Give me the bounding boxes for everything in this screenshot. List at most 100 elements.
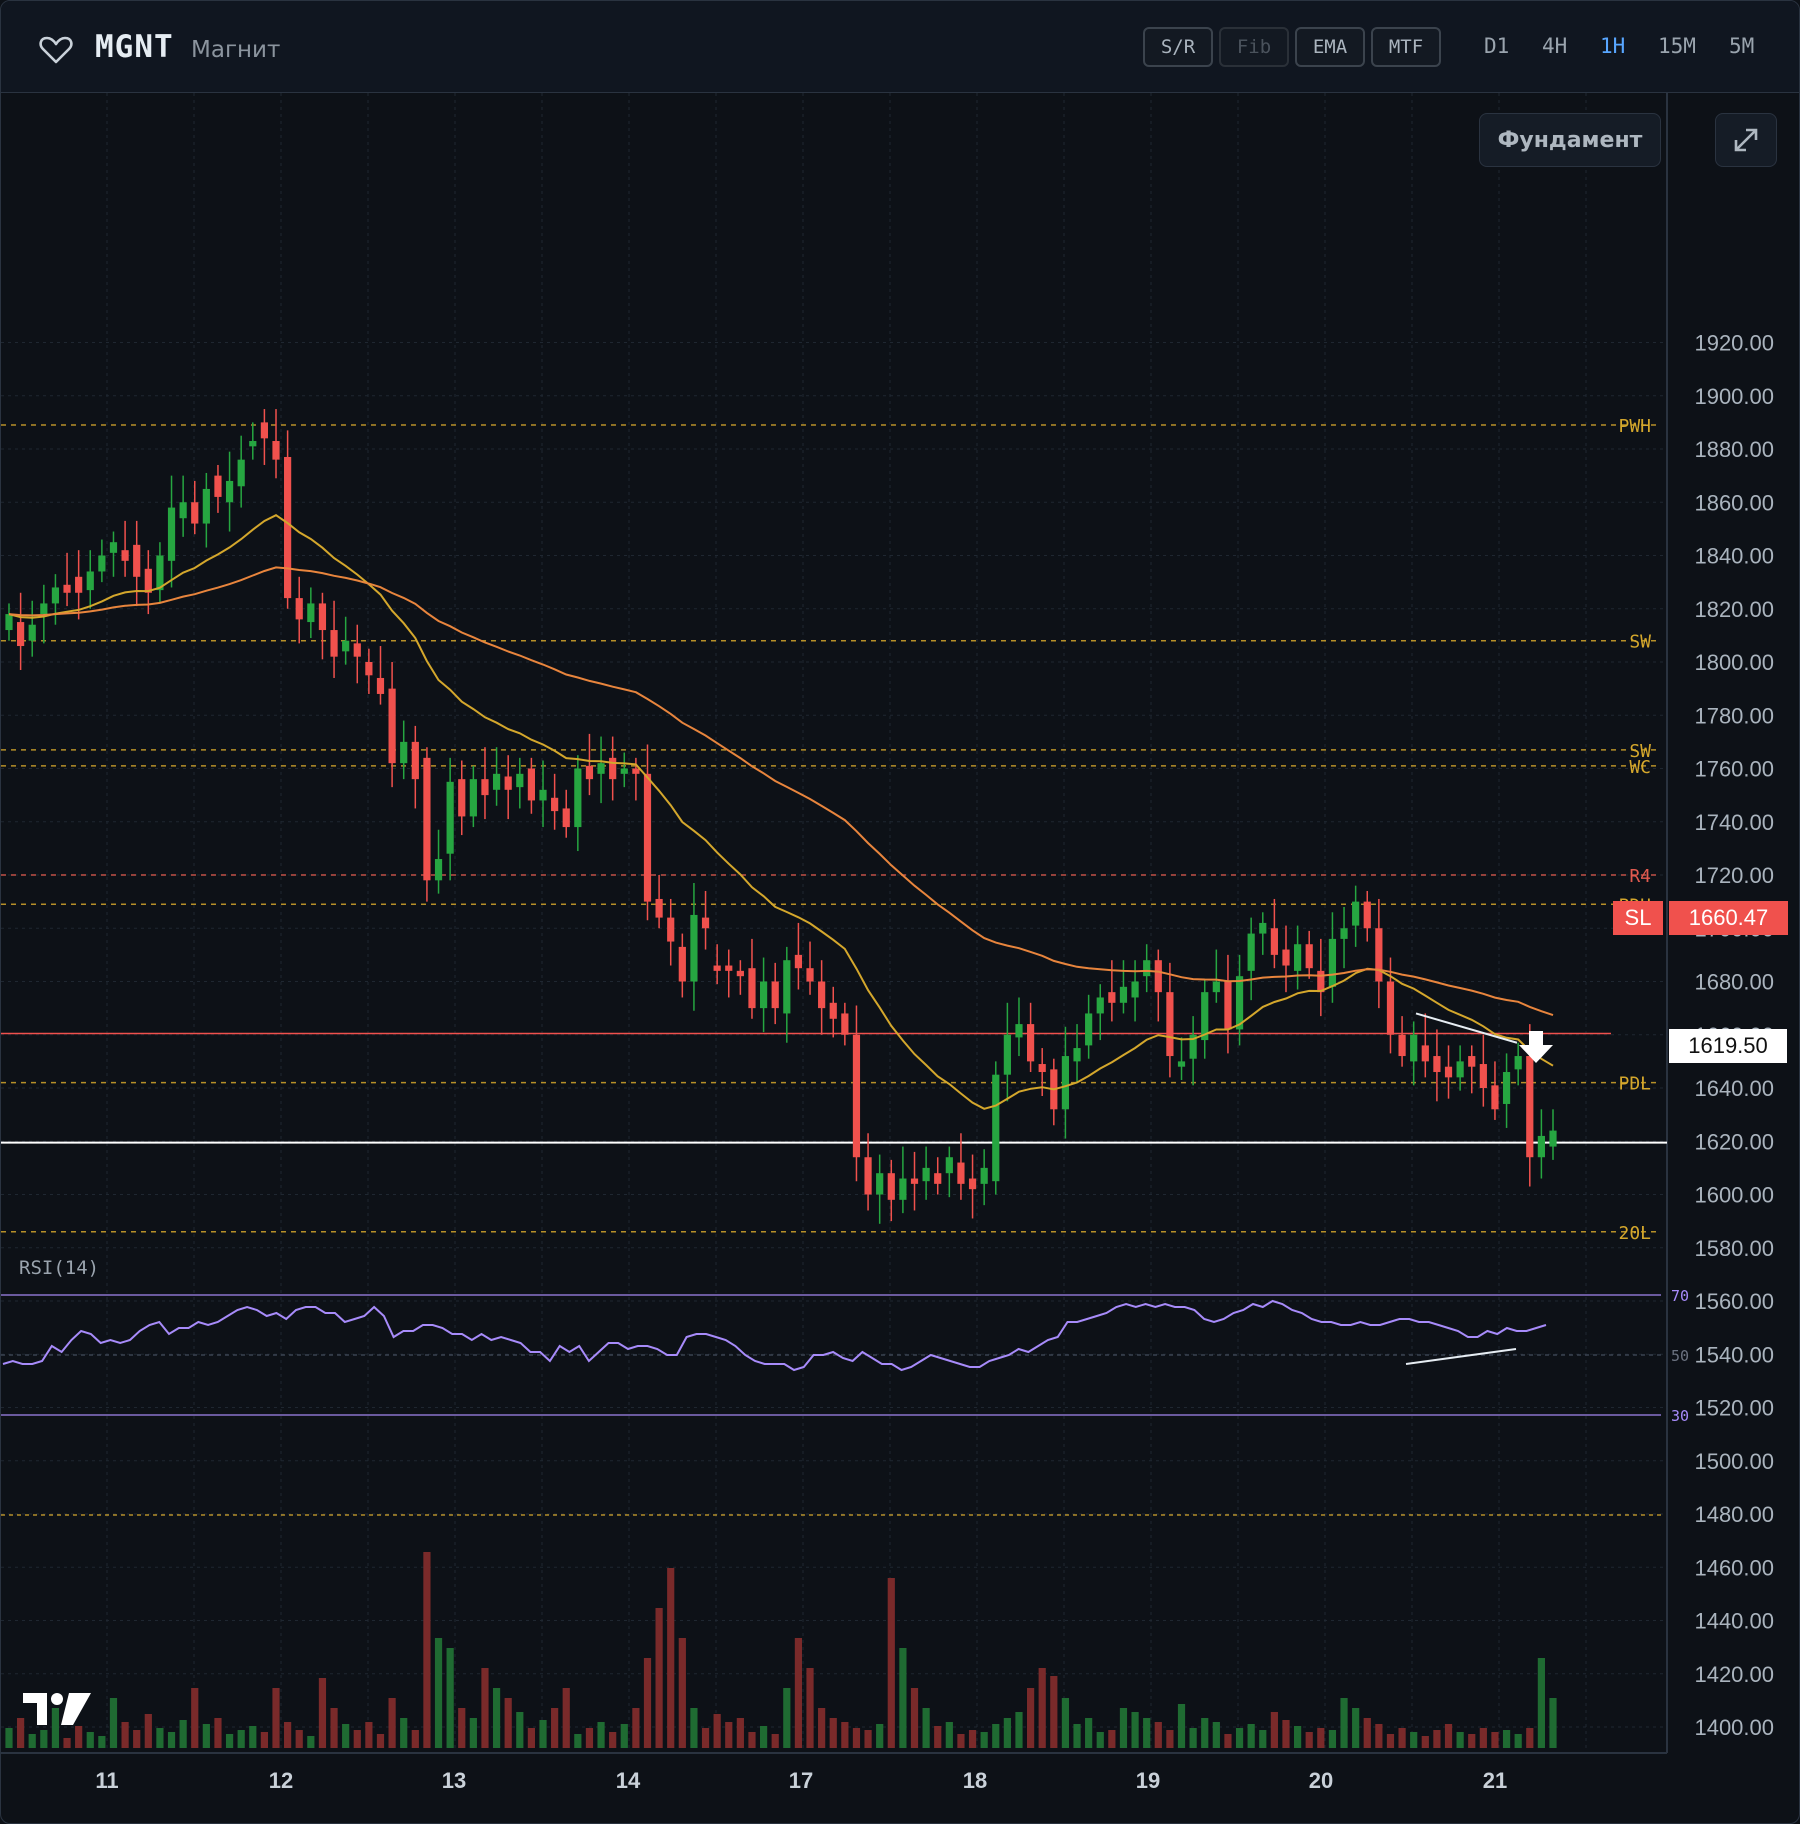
candle-body [1398, 1034, 1406, 1057]
volume-bar [934, 1726, 942, 1748]
time-axis-label: 20 [1309, 1768, 1333, 1793]
volume-bar [156, 1728, 164, 1748]
volume-bar [1386, 1734, 1395, 1748]
volume-bar [318, 1678, 327, 1748]
price-axis-label: 1620.00 [1694, 1129, 1774, 1154]
candle-body [551, 797, 559, 812]
price-axis-label: 1580.00 [1694, 1236, 1774, 1261]
volume-bar [562, 1688, 570, 1748]
candle-body [609, 757, 617, 780]
volume-bar [295, 1730, 303, 1748]
level-label: PDL [1618, 1074, 1651, 1095]
candle-body [330, 630, 338, 657]
candle-body [504, 776, 512, 790]
volume-bar [1421, 1736, 1429, 1748]
sr-toggle-button[interactable]: S/R [1143, 27, 1213, 67]
volume-bar [1502, 1730, 1511, 1748]
candle-body [1328, 938, 1337, 987]
favorite-heart-icon[interactable] [39, 35, 73, 65]
volume-bar [748, 1732, 756, 1748]
candle-body [1201, 992, 1209, 1041]
candle-body [585, 765, 594, 780]
volume-bar [1456, 1732, 1464, 1748]
timeframe-1h[interactable]: 1H [1600, 34, 1626, 58]
volume-bar [527, 1728, 536, 1748]
candle-body [934, 1173, 942, 1184]
divergence-price-line [1415, 1012, 1518, 1044]
volume-bar [771, 1734, 779, 1748]
candle-body [748, 968, 756, 1009]
tradingview-logo [21, 1689, 93, 1729]
price-axis-label: 1720.00 [1694, 863, 1774, 888]
candle-body [1491, 1085, 1499, 1110]
volume-bar [75, 1726, 83, 1748]
timeframe-5m[interactable]: 5M [1729, 34, 1755, 58]
time-axis-label: 12 [269, 1768, 293, 1793]
candle-body [852, 1034, 861, 1158]
volume-bar [725, 1722, 733, 1748]
expand-icon[interactable] [1715, 113, 1777, 167]
fundamentals-button[interactable]: Фундамент [1479, 113, 1661, 167]
stop-loss-tag: SL [1613, 901, 1663, 935]
volume-bar [655, 1608, 663, 1748]
candle-body [1433, 1056, 1441, 1073]
ema-fast-line [8, 514, 1554, 1110]
level-label: SW [1629, 632, 1651, 653]
volume-bar [1177, 1704, 1186, 1748]
volume-bar [701, 1728, 710, 1748]
price-axis-label: 1680.00 [1694, 970, 1774, 995]
volume-bar [1363, 1718, 1371, 1748]
volume-bar [992, 1724, 1000, 1748]
candle-body [1340, 928, 1348, 939]
candle-body [794, 954, 803, 969]
candle-body [1514, 1056, 1522, 1070]
candle-body [701, 917, 710, 929]
candle-body [643, 773, 652, 902]
time-axis-label: 17 [789, 1768, 813, 1793]
candle-body [1119, 986, 1128, 1003]
candle-body [516, 773, 524, 788]
volume-bar [968, 1730, 977, 1748]
price-axis-label: 1860.00 [1694, 490, 1774, 515]
candle-body [1363, 901, 1371, 929]
candle-body [1526, 1056, 1534, 1158]
candle-body [63, 584, 71, 593]
timeframe-4h[interactable]: 4H [1542, 34, 1568, 58]
volume-bar [481, 1668, 489, 1748]
candle-body [562, 808, 570, 828]
volume-bar [86, 1732, 94, 1748]
price-axis-label: 1880.00 [1694, 437, 1774, 462]
volume-bar [876, 1724, 884, 1748]
volume-bar [736, 1718, 744, 1748]
volume-bar [434, 1638, 443, 1748]
volume-bar [133, 1730, 141, 1748]
volume-bar [539, 1720, 547, 1748]
volume-bar [342, 1724, 350, 1748]
mtf-toggle-button[interactable]: MTF [1371, 27, 1441, 67]
ema-toggle-button[interactable]: EMA [1295, 27, 1365, 67]
candle-body [1235, 976, 1244, 1030]
candle-body [481, 779, 489, 796]
volume-bar [400, 1718, 408, 1748]
volume-bar [330, 1708, 338, 1748]
candle-body [992, 1074, 1000, 1182]
volume-bar [922, 1708, 930, 1748]
candle-body [597, 763, 605, 774]
candle-body [527, 768, 536, 801]
volume-bar [1352, 1708, 1360, 1748]
level-label: SW [1629, 741, 1651, 762]
candle-body [260, 422, 268, 439]
volume-bar [690, 1708, 698, 1748]
volume-bar [1015, 1712, 1023, 1748]
timeframe-d1[interactable]: D1 [1484, 34, 1510, 58]
volume-bar [1131, 1712, 1139, 1748]
fib-toggle-button[interactable]: Fib [1219, 27, 1289, 67]
price-axis-label: 1820.00 [1694, 597, 1774, 622]
timeframe-15m[interactable]: 15M [1658, 34, 1696, 58]
price-chart-canvas[interactable]: 1920.00 1900.00 1880.00 1860.00 1840.00 1820.… [1, 93, 1799, 1823]
volume-bar [1479, 1728, 1487, 1748]
candle-body [980, 1167, 988, 1184]
volume-bar [284, 1722, 292, 1748]
volume-bar [643, 1658, 652, 1748]
